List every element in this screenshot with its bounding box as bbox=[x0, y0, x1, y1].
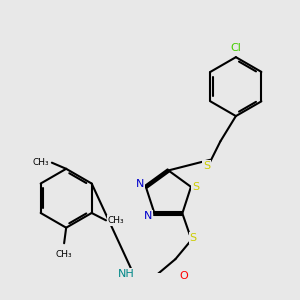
Text: S: S bbox=[203, 161, 210, 171]
Text: S: S bbox=[189, 233, 197, 243]
Text: O: O bbox=[179, 271, 188, 281]
Text: CH₃: CH₃ bbox=[32, 158, 49, 167]
Text: N: N bbox=[136, 179, 144, 189]
Text: CH₃: CH₃ bbox=[56, 250, 72, 259]
Text: N: N bbox=[144, 211, 152, 221]
Text: S: S bbox=[192, 182, 200, 192]
Text: CH₃: CH₃ bbox=[108, 216, 124, 225]
Text: NH: NH bbox=[118, 269, 135, 279]
Text: Cl: Cl bbox=[230, 43, 241, 53]
